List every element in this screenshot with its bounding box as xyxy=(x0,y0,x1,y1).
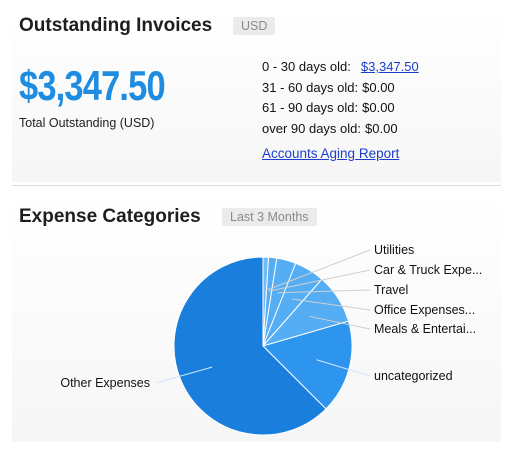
outstanding-panel xyxy=(12,10,501,182)
pie-label: Car & Truck Expe... xyxy=(374,263,482,277)
outstanding-title: Outstanding Invoices xyxy=(19,15,213,36)
pie-label: Travel xyxy=(374,283,408,297)
total-outstanding-label: Total Outstanding (USD) xyxy=(19,116,155,130)
aging-label: 61 - 90 days old: xyxy=(262,100,359,115)
pie-slice-other-expenses[interactable] xyxy=(173,256,327,436)
pie-leader-line xyxy=(155,366,213,384)
aging-row-over-90: over 90 days old: $0.00 xyxy=(262,119,419,140)
aging-value: $0.00 xyxy=(365,120,398,136)
pie-slices xyxy=(173,256,353,436)
aging-0-30-link[interactable]: $3,347.50 xyxy=(360,59,419,74)
aging-label: 0 - 30 days old: xyxy=(262,59,351,74)
aging-row-0-30: 0 - 30 days old: $3,347.50 xyxy=(262,57,419,78)
aging-row-31-60: 31 - 60 days old: $0.00 xyxy=(262,78,419,99)
currency-badge: USD xyxy=(233,17,276,35)
pie-label: Meals & Entertai... xyxy=(374,322,476,336)
pie-leader-line xyxy=(316,359,371,377)
pie-label: Utilities xyxy=(374,243,414,257)
pie-labels: Utilities Car & Truck Expe... Travel Office… xyxy=(60,243,482,390)
pie-leader-line xyxy=(264,249,371,292)
aging-summary: 0 - 30 days old: $3,347.50 31 - 60 days o… xyxy=(262,57,419,139)
pie-leader-line xyxy=(268,269,371,292)
pie-label: Other Expenses xyxy=(60,376,150,390)
section-divider xyxy=(12,185,501,186)
pie-leader-line xyxy=(291,298,371,311)
aging-value: $0.00 xyxy=(362,79,395,95)
pie-slice-uncategorized[interactable] xyxy=(262,320,353,410)
aging-label: over 90 days old: xyxy=(262,120,362,136)
aging-value: $0.00 xyxy=(362,100,395,115)
expense-categories-title: Expense Categories xyxy=(19,206,201,227)
period-badge: Last 3 Months xyxy=(222,208,317,226)
aging-label: 31 - 60 days old: xyxy=(262,79,359,95)
accounts-aging-report-link[interactable]: Accounts Aging Report xyxy=(262,146,400,161)
pie-label: uncategorized xyxy=(374,369,453,383)
total-outstanding-amount: $3,347.50 xyxy=(19,62,166,109)
pie-leader-lines xyxy=(155,249,371,384)
pie-leader-line xyxy=(277,289,371,294)
pie-leader-line xyxy=(309,315,371,330)
aging-row-61-90: 61 - 90 days old: $0.00 xyxy=(262,98,419,119)
pie-label: Office Expenses... xyxy=(374,303,475,317)
